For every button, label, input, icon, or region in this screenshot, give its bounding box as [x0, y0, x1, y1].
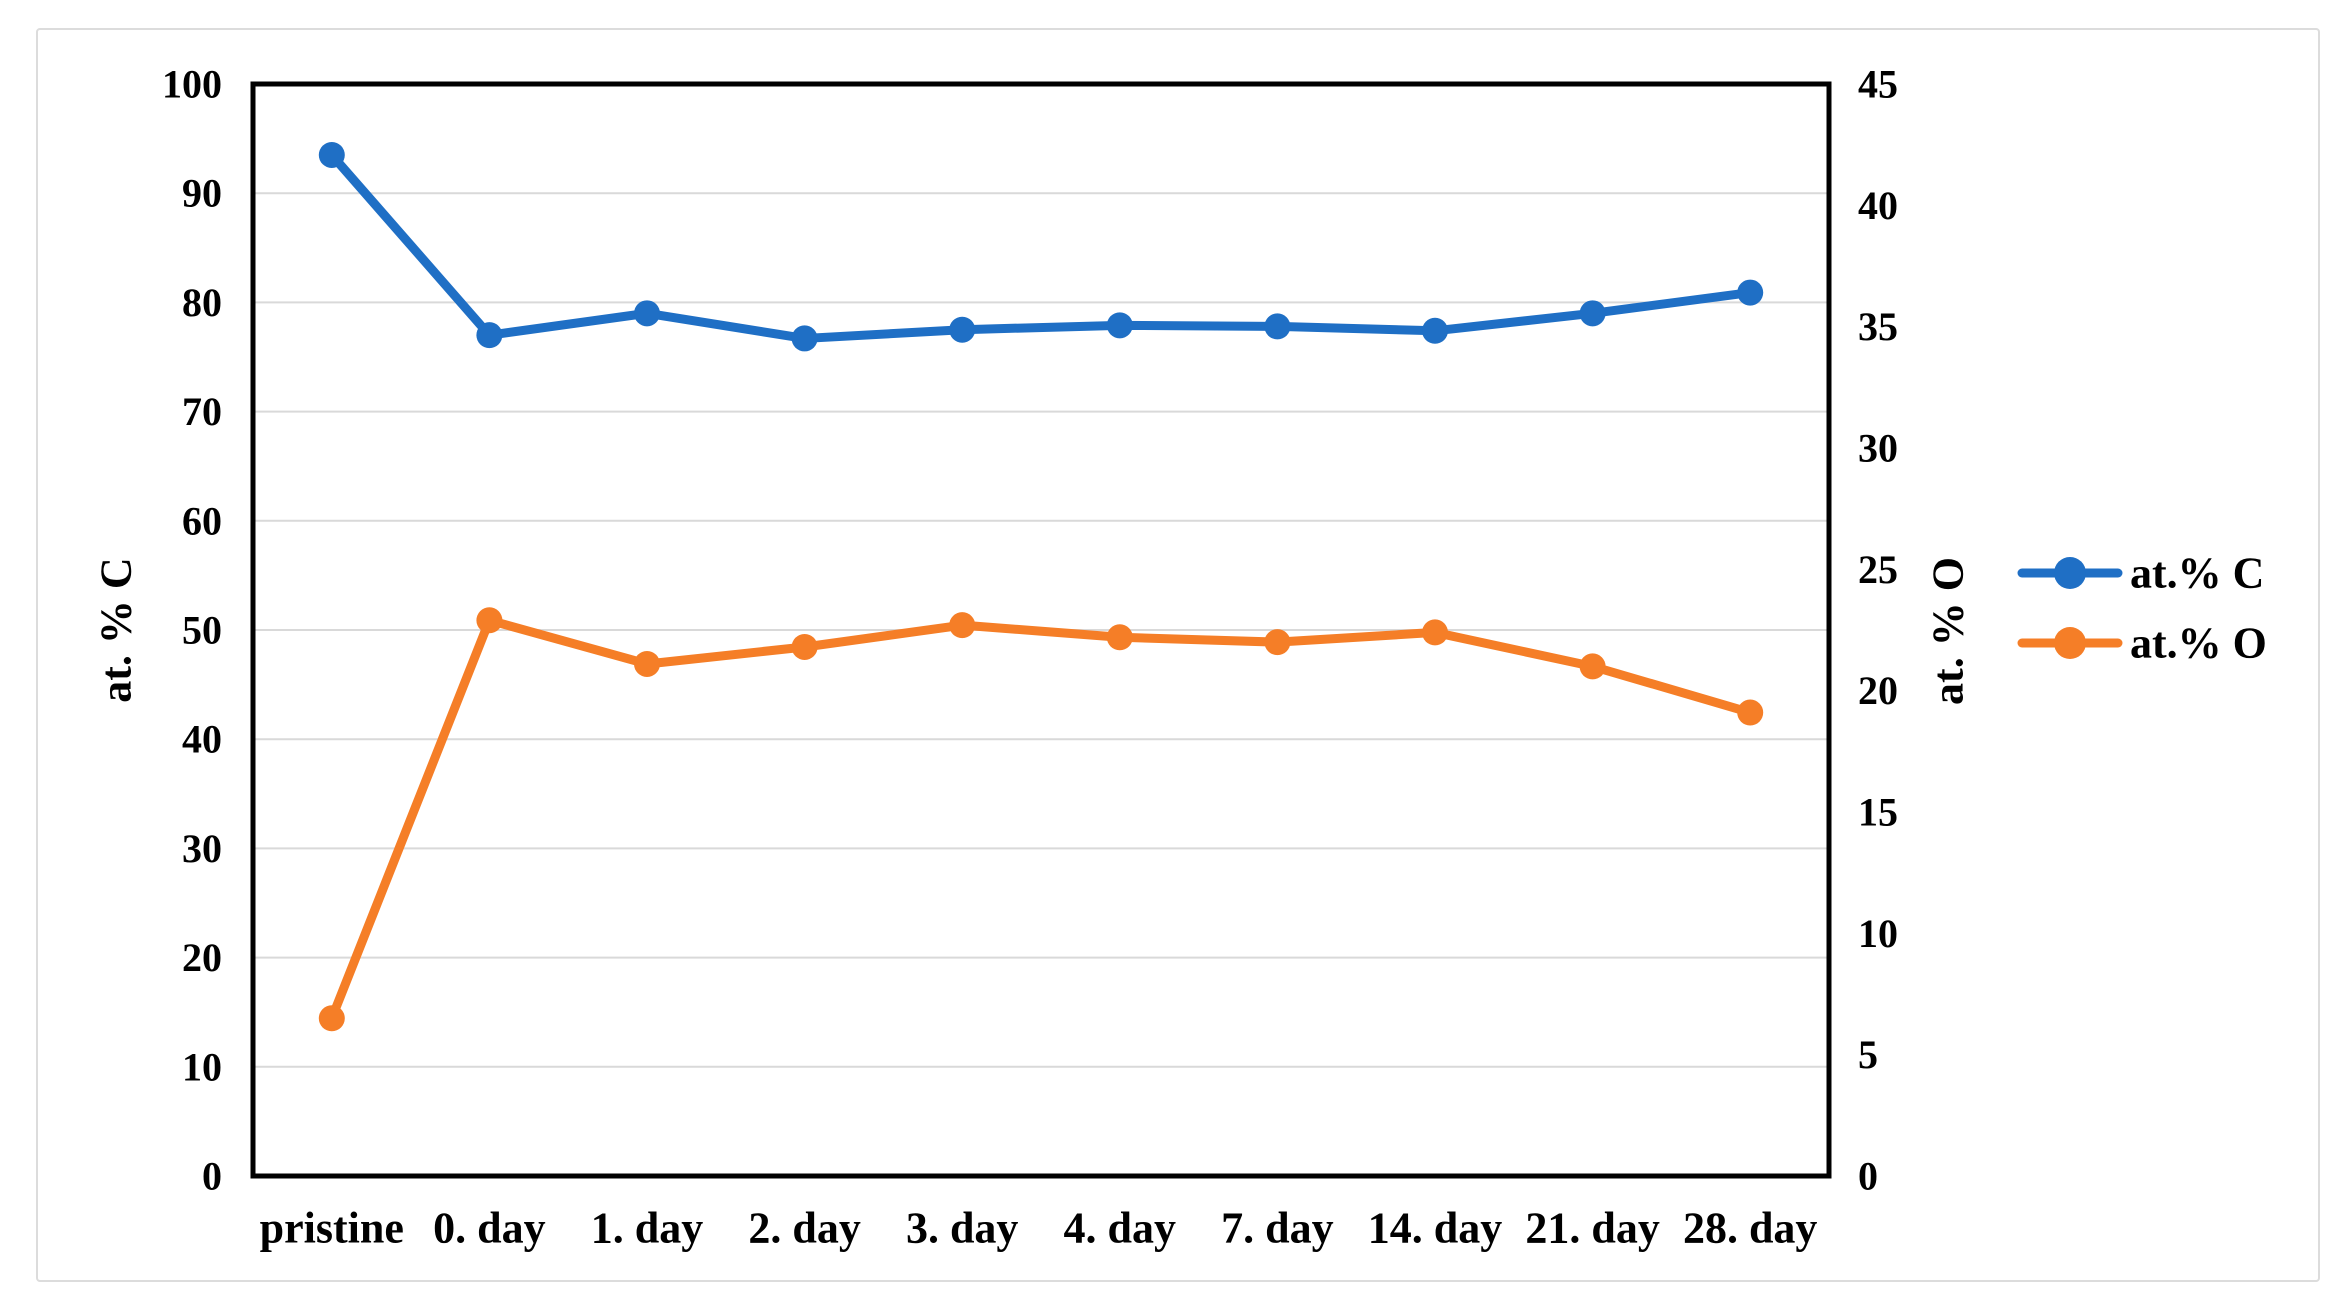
data-point-c: [634, 300, 660, 327]
data-point-c: [1264, 313, 1291, 340]
data-point-c: [791, 325, 818, 352]
data-point-o: [634, 650, 660, 677]
x-axis-category-label: 2. day: [748, 1204, 860, 1253]
data-point-o: [1579, 653, 1606, 680]
right-axis-tick-label: 30: [1858, 426, 1898, 471]
left-axis-title: at. % C: [92, 557, 141, 702]
data-point-o: [318, 1005, 345, 1032]
x-axis-category-label: 7. day: [1221, 1204, 1333, 1253]
x-axis-category-label: 1. day: [591, 1204, 703, 1253]
x-axis-category-label: 21. day: [1525, 1204, 1659, 1253]
data-point-c: [476, 322, 503, 349]
x-axis-category-label: 4. day: [1064, 1204, 1176, 1253]
x-axis-category-label: 28. day: [1683, 1204, 1817, 1253]
data-point-o: [476, 607, 503, 634]
data-point-o: [1737, 699, 1764, 726]
left-axis-tick-label: 90: [182, 171, 222, 216]
data-point-o: [1264, 629, 1291, 656]
right-axis-tick-label: 25: [1858, 547, 1898, 592]
data-point-c: [318, 141, 345, 168]
right-axis-tick-label: 10: [1858, 911, 1898, 956]
legend-label: at.% C: [2130, 549, 2264, 598]
left-axis-tick-label: 20: [182, 935, 222, 980]
data-point-c: [1422, 317, 1448, 344]
x-axis-category-label: 0. day: [433, 1204, 545, 1253]
left-axis-tick-label: 10: [182, 1044, 222, 1089]
x-axis-category-label: pristine: [260, 1204, 404, 1253]
x-axis-category-label: 14. day: [1368, 1204, 1502, 1253]
data-point-c: [1106, 312, 1133, 339]
left-axis-tick-label: 60: [182, 498, 222, 543]
series-line-c: [327, 150, 1755, 343]
right-axis-tick-label: 40: [1858, 183, 1898, 228]
left-axis-tick-label: 70: [182, 389, 222, 434]
right-axis-tick-label: 20: [1858, 668, 1898, 713]
left-axis-tick-label: 100: [162, 62, 222, 107]
series-line-o: [327, 615, 1755, 1023]
x-axis-category-label: 3. day: [906, 1204, 1018, 1253]
data-point-c: [1579, 300, 1606, 327]
right-axis-tick-label: 0: [1858, 1154, 1878, 1199]
right-axis-tick-label: 35: [1858, 304, 1898, 349]
right-axis-tick-label: 15: [1858, 790, 1898, 835]
left-axis-tick-label: 80: [182, 280, 222, 325]
legend-marker: [2054, 557, 2086, 589]
right-axis-tick-label: 5: [1858, 1032, 1878, 1077]
figure-frame: [36, 28, 2320, 1282]
data-point-o: [791, 633, 818, 660]
data-point-c: [1737, 279, 1764, 306]
right-axis-title: at. % O: [1924, 557, 1973, 705]
left-axis-tick-label: 50: [182, 608, 222, 653]
legend-label: at.% O: [2130, 619, 2267, 668]
data-point-o: [1422, 619, 1448, 646]
right-axis-tick-label: 45: [1858, 62, 1898, 107]
plot-border: [250, 81, 1832, 1179]
left-axis-tick-label: 0: [202, 1154, 222, 1199]
left-axis-tick-label: 30: [182, 826, 222, 871]
legend-marker: [2054, 627, 2086, 659]
data-point-c: [949, 316, 976, 343]
data-point-o: [1106, 624, 1133, 651]
left-axis-tick-label: 40: [182, 717, 222, 762]
data-point-o: [949, 612, 976, 639]
